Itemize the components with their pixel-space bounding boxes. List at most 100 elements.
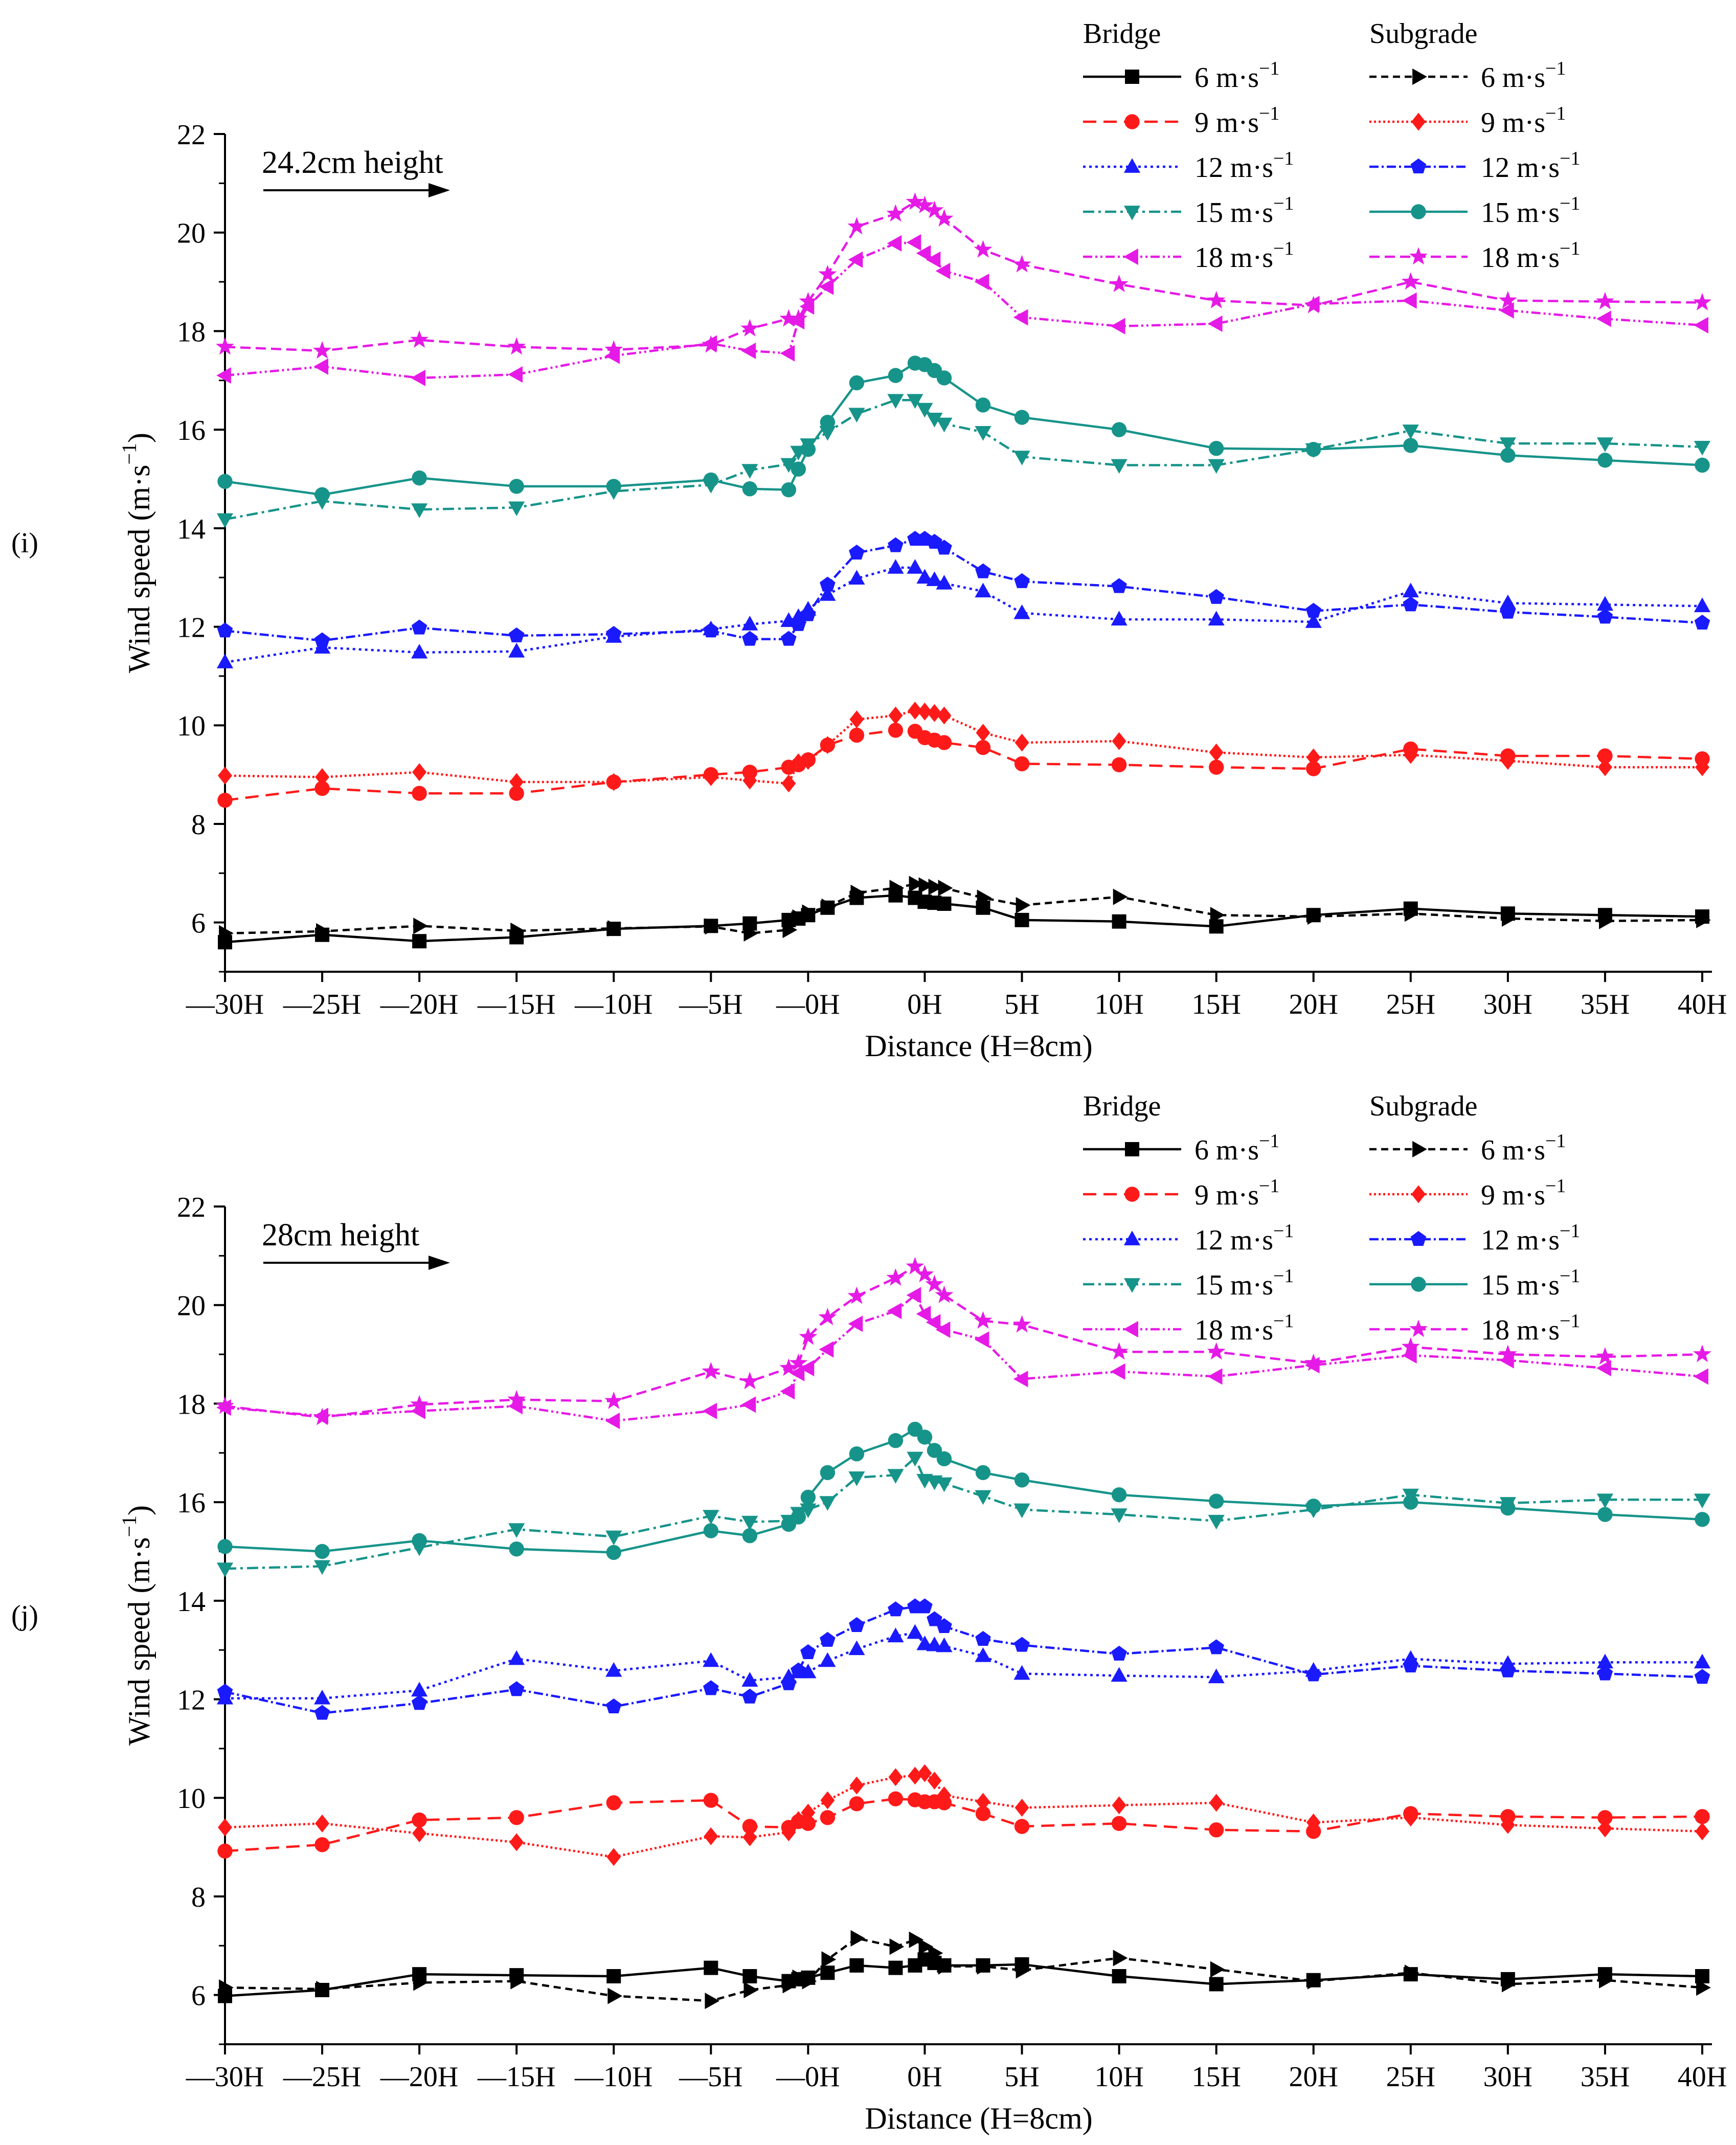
series-5 bbox=[216, 559, 1711, 668]
legend-label-text: 9 m·s bbox=[1194, 1179, 1259, 1211]
data-point bbox=[1016, 1962, 1031, 1979]
data-point bbox=[606, 1848, 621, 1866]
legend-label-exponent: −1 bbox=[1259, 1175, 1279, 1197]
data-point bbox=[779, 1358, 798, 1376]
data-point bbox=[413, 1974, 428, 1991]
data-point bbox=[412, 470, 427, 486]
data-point bbox=[906, 234, 921, 251]
data-point bbox=[819, 1341, 834, 1358]
data-point bbox=[1014, 756, 1030, 772]
data-point bbox=[1596, 596, 1614, 611]
x-tick-label: 40H bbox=[1678, 2061, 1727, 2093]
data-point bbox=[907, 559, 923, 574]
data-point bbox=[801, 752, 816, 770]
series-line bbox=[224, 1605, 1703, 1714]
data-point bbox=[743, 1981, 759, 1999]
data-point bbox=[605, 1698, 622, 1714]
data-point bbox=[936, 735, 952, 750]
legend-item: 9 m·s−1 bbox=[1083, 103, 1279, 139]
data-point bbox=[217, 1683, 233, 1699]
data-point bbox=[1596, 310, 1611, 327]
series-10 bbox=[216, 1257, 1711, 1425]
legend-header-subgrade: Subgrade bbox=[1369, 1090, 1478, 1122]
y-tick-label: 12 bbox=[177, 612, 206, 644]
x-tick-label: 20H bbox=[1289, 989, 1338, 1020]
data-point bbox=[1695, 1809, 1710, 1824]
data-point bbox=[847, 217, 866, 235]
data-point bbox=[1695, 758, 1709, 776]
data-point bbox=[1403, 746, 1418, 764]
data-point bbox=[1209, 743, 1224, 762]
legend-label: 12 m·s−1 bbox=[1481, 1220, 1580, 1256]
legend-label: 12 m·s−1 bbox=[1194, 1220, 1294, 1256]
legend-item: 18 m·s−1 bbox=[1083, 238, 1294, 274]
data-point bbox=[976, 724, 990, 742]
data-point bbox=[314, 1705, 330, 1720]
legend-item: 9 m·s−1 bbox=[1083, 1175, 1279, 1211]
data-point bbox=[1306, 1499, 1321, 1514]
x-tick-label: 20H bbox=[1289, 2061, 1338, 2093]
legend-label: 18 m·s−1 bbox=[1481, 238, 1580, 274]
legend-label-exponent: −1 bbox=[1259, 103, 1279, 124]
data-point bbox=[741, 342, 756, 360]
data-point bbox=[782, 922, 798, 939]
x-tick-label: —25H bbox=[283, 989, 361, 1020]
data-point bbox=[938, 880, 953, 897]
data-point bbox=[918, 1938, 934, 1955]
data-point bbox=[819, 1496, 836, 1511]
data-point bbox=[917, 702, 932, 721]
legend-marker bbox=[1411, 204, 1426, 219]
data-point bbox=[703, 1523, 719, 1538]
legend-marker bbox=[1412, 1141, 1427, 1158]
data-point bbox=[1694, 1368, 1708, 1385]
data-point bbox=[1207, 1342, 1226, 1360]
data-point bbox=[801, 1803, 816, 1822]
series-6 bbox=[217, 1598, 1710, 1720]
data-point bbox=[1498, 1345, 1517, 1362]
data-point bbox=[217, 622, 233, 638]
series-3 bbox=[217, 1791, 1710, 1859]
data-point bbox=[219, 1979, 234, 1996]
data-point bbox=[936, 574, 953, 590]
data-point bbox=[850, 884, 866, 901]
legend-label-exponent: −1 bbox=[1259, 1130, 1279, 1152]
legend-item: 12 m·s−1 bbox=[1083, 148, 1294, 184]
data-point bbox=[888, 1601, 904, 1617]
data-point bbox=[889, 880, 905, 897]
legend-item: 15 m·s−1 bbox=[1369, 193, 1580, 229]
x-tick-label: —5H bbox=[679, 2061, 742, 2093]
data-point bbox=[741, 615, 758, 631]
series-line bbox=[224, 241, 1703, 379]
data-point bbox=[313, 1689, 331, 1705]
data-point bbox=[605, 625, 622, 641]
legend-item: 9 m·s−1 bbox=[1369, 1175, 1566, 1211]
data-point bbox=[1501, 910, 1517, 927]
legend-marker bbox=[1125, 70, 1139, 84]
data-point bbox=[1599, 912, 1614, 929]
data-point bbox=[314, 780, 330, 796]
data-point bbox=[1306, 761, 1321, 776]
data-point bbox=[820, 1632, 836, 1647]
x-tick-label: 25H bbox=[1386, 2061, 1435, 2093]
data-point bbox=[605, 1530, 622, 1546]
line-chart-j: 6 8 10 12 14 16 18 20 22 —30H —25H —20H —15H —10H —5H —… bbox=[118, 1090, 1727, 2135]
data-point bbox=[781, 482, 797, 498]
data-point bbox=[802, 904, 817, 921]
data-point bbox=[702, 1361, 720, 1380]
data-point bbox=[821, 898, 837, 915]
data-point bbox=[509, 773, 524, 791]
data-point bbox=[848, 251, 863, 268]
data-point bbox=[917, 1429, 933, 1445]
y-tick-label: 16 bbox=[177, 1487, 206, 1519]
panel-label: (j) bbox=[11, 1600, 38, 1632]
data-point bbox=[1694, 1669, 1710, 1684]
legend-label: 15 m·s−1 bbox=[1194, 1265, 1294, 1301]
data-point bbox=[1113, 1950, 1128, 1967]
data-point bbox=[1696, 1979, 1711, 1996]
legend-item: 15 m·s−1 bbox=[1083, 1265, 1294, 1301]
data-point bbox=[799, 1359, 815, 1377]
data-point bbox=[1304, 1353, 1323, 1371]
legend-label: 18 m·s−1 bbox=[1194, 1310, 1294, 1346]
data-point bbox=[410, 330, 429, 348]
data-point bbox=[1207, 315, 1223, 332]
